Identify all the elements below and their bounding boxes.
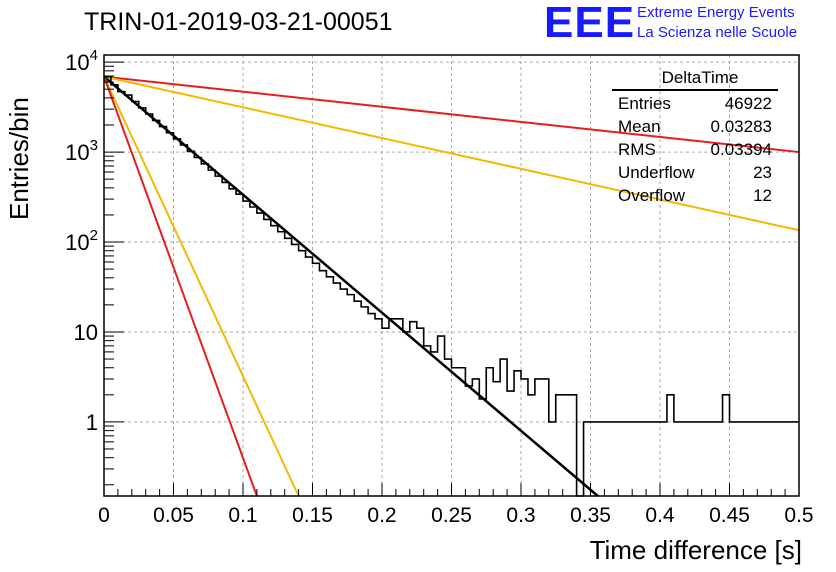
x-tick-label: 0.1	[228, 504, 257, 527]
fit-curves	[103, 75, 800, 497]
x-tick-label: 0	[98, 504, 110, 527]
fit-line	[103, 75, 599, 497]
stats-label: Mean	[618, 117, 661, 136]
stats-title: DeltaTime	[661, 68, 739, 87]
y-tick-label: 102	[65, 227, 98, 255]
stats-value: 23	[753, 163, 772, 182]
stats-label: Overflow	[618, 186, 686, 205]
stats-row-rms: RMS 0.03394	[612, 138, 778, 161]
fit-line	[103, 76, 258, 497]
x-tick-label: 0.4	[645, 504, 675, 527]
stats-box: DeltaTime Entries 46922 Mean 0.03283 RMS 0.…	[612, 68, 778, 207]
x-tick-label: 0.5	[784, 504, 813, 527]
fit-line	[103, 75, 800, 232]
x-tick-label: 0.15	[292, 504, 333, 527]
stats-value: 12	[753, 186, 772, 205]
y-tick-label: 1	[86, 410, 98, 435]
y-tick-label: 10	[74, 320, 98, 345]
stats-divider	[612, 89, 778, 91]
y-tick-label: 103	[65, 137, 98, 165]
eee-logo: EEE	[544, 0, 636, 47]
logo-subtitle-1: Extreme Energy Events	[637, 4, 795, 21]
histogram-outline	[104, 75, 799, 497]
y-axis: 1 10 102 103 104	[65, 47, 124, 486]
logo-subtitle-2: La Scienza nelle Scuole	[637, 24, 798, 41]
stats-row-overflow: Overflow 12	[612, 184, 778, 207]
run-title: TRIN-01-2019-03-21-00051	[84, 8, 393, 36]
histogram	[104, 75, 799, 497]
y-tick-label: 104	[65, 47, 98, 75]
stats-value: 0.03394	[710, 140, 772, 159]
fit-line	[103, 76, 300, 497]
x-tick-label: 0.35	[570, 504, 611, 527]
fit-line	[103, 75, 800, 154]
stats-label: Entries	[618, 94, 671, 113]
x-tick-label: 0.05	[153, 504, 194, 527]
y-axis-label: Entries/bin	[4, 97, 34, 220]
stats-row-entries: Entries 46922	[612, 92, 778, 115]
x-axis-label: Time difference [s]	[589, 535, 802, 565]
x-tick-label: 0.45	[709, 504, 750, 527]
x-axis: 0 0.05 0.1 0.15 0.2 0.25 0.3 0.35 0.4 0.45 0.5	[98, 483, 814, 527]
stats-row-underflow: Underflow 23	[612, 161, 778, 184]
stats-value: 46922	[724, 94, 772, 113]
stats-label: RMS	[618, 140, 656, 159]
stats-row-mean: Mean 0.03283	[612, 115, 778, 138]
x-tick-label: 0.3	[506, 504, 535, 527]
stats-value: 0.03283	[710, 117, 772, 136]
x-tick-label: 0.25	[431, 504, 472, 527]
stats-label: Underflow	[618, 163, 695, 182]
x-tick-label: 0.2	[367, 504, 396, 527]
